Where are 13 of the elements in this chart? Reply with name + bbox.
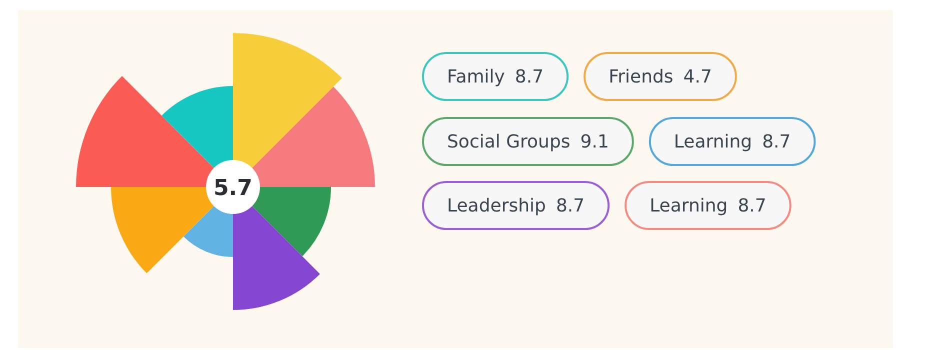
- data-label: 8.7: [514, 66, 544, 88]
- data-label: 9.1: [580, 132, 609, 152]
- category-label: Learning: [674, 132, 752, 152]
- text: 5.7: [214, 176, 252, 201]
- category-label: Social Groups: [447, 132, 570, 152]
- category-label: Learning: [650, 196, 728, 216]
- data-label: 8.7: [556, 196, 585, 216]
- category-label: Friends: [608, 66, 674, 88]
- category-label: Leadership: [447, 196, 546, 216]
- data-label: 4.7: [683, 66, 712, 88]
- data-label: 8.7: [738, 196, 766, 216]
- data-label: 8.7: [762, 132, 791, 152]
- category-label: Family: [447, 66, 506, 88]
